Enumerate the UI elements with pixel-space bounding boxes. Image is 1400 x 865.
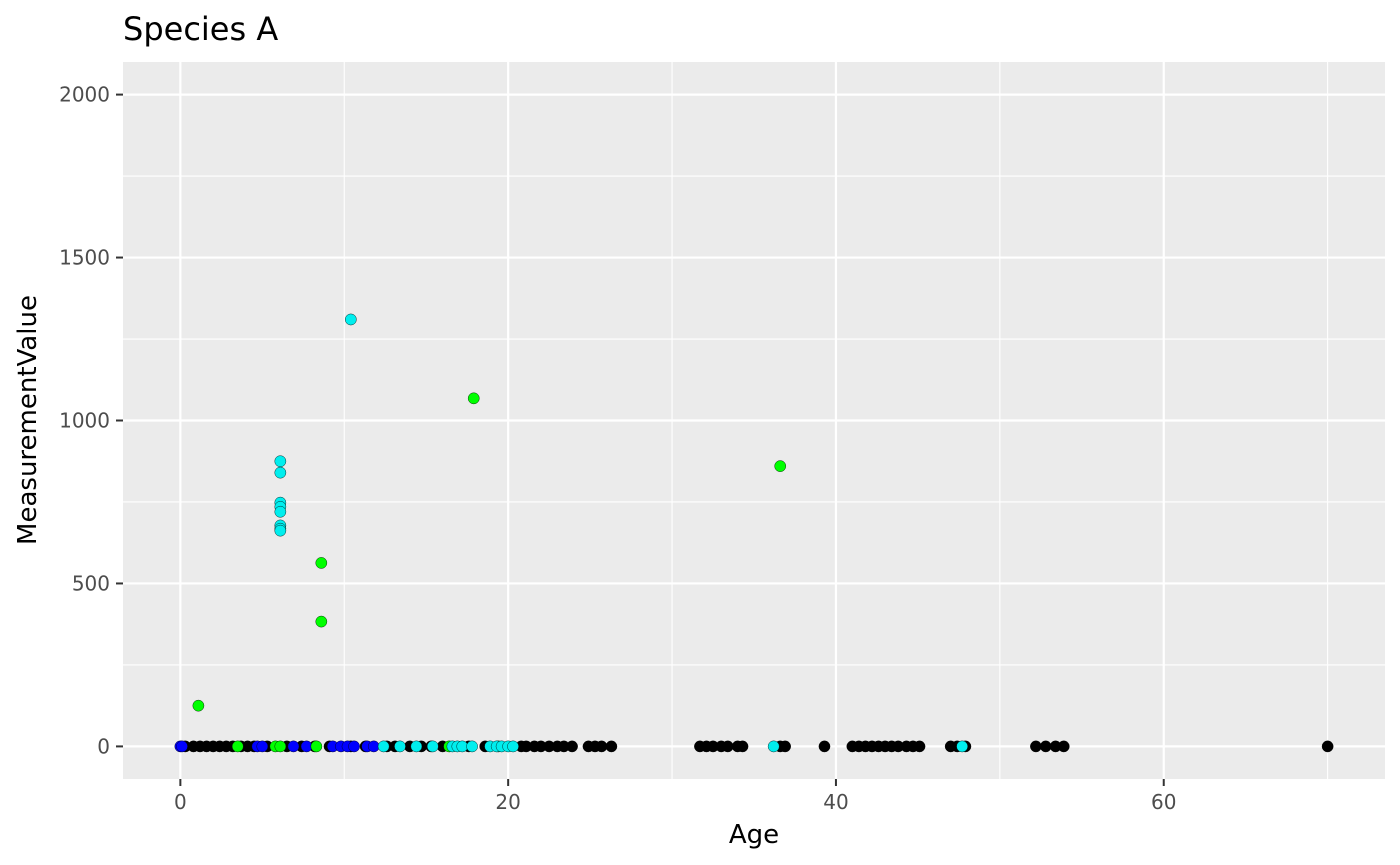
data-point xyxy=(287,740,300,753)
data-point xyxy=(767,740,780,753)
data-point xyxy=(1030,740,1042,753)
data-point xyxy=(274,505,287,518)
data-point xyxy=(192,699,205,712)
data-point xyxy=(956,740,968,753)
data-point xyxy=(274,524,287,537)
data-point xyxy=(410,740,423,753)
data-point xyxy=(300,740,313,753)
y-tick-label: 1000 xyxy=(59,409,110,433)
data-point xyxy=(426,740,439,753)
data-points xyxy=(174,313,1334,753)
major-gridlines xyxy=(123,62,1385,779)
data-point xyxy=(348,740,360,753)
data-point xyxy=(315,557,328,569)
data-point xyxy=(913,740,926,753)
chart-title: Species A xyxy=(123,10,278,48)
x-tick-label: 60 xyxy=(1151,790,1176,814)
data-point xyxy=(377,740,390,753)
data-point xyxy=(256,740,269,753)
y-axis: 0 500 1000 1500 2000 xyxy=(59,83,123,758)
x-tick-label: 20 xyxy=(495,790,520,814)
y-axis-title: MeasurementValue xyxy=(13,295,43,545)
data-point xyxy=(394,740,406,753)
data-point xyxy=(345,313,357,326)
data-point xyxy=(467,392,480,405)
y-tick-label: 500 xyxy=(72,571,110,595)
x-axis: 0 20 40 60 xyxy=(174,779,1176,814)
data-point xyxy=(310,740,323,753)
data-point xyxy=(1057,740,1070,753)
data-point xyxy=(456,740,469,753)
data-point xyxy=(274,466,287,479)
y-tick-label: 1500 xyxy=(59,246,110,270)
data-point xyxy=(274,455,287,468)
data-point xyxy=(231,740,244,753)
data-point xyxy=(507,740,519,753)
data-point xyxy=(466,740,478,753)
x-tick-label: 0 xyxy=(174,790,187,814)
x-tick-label: 40 xyxy=(823,790,848,814)
data-point xyxy=(736,740,749,753)
data-point xyxy=(367,740,380,753)
y-tick-label: 2000 xyxy=(59,83,110,107)
data-point xyxy=(274,740,287,753)
data-point xyxy=(605,740,618,753)
data-point xyxy=(1321,740,1334,753)
data-point xyxy=(721,740,734,753)
x-axis-title: Age xyxy=(729,820,779,850)
data-point xyxy=(176,740,188,753)
data-point xyxy=(774,460,787,472)
data-point xyxy=(1039,740,1052,753)
data-point xyxy=(566,740,578,753)
data-point xyxy=(779,740,791,753)
y-tick-label: 0 xyxy=(97,734,110,758)
data-point xyxy=(818,740,831,753)
data-point xyxy=(595,740,608,753)
data-point xyxy=(315,615,328,628)
